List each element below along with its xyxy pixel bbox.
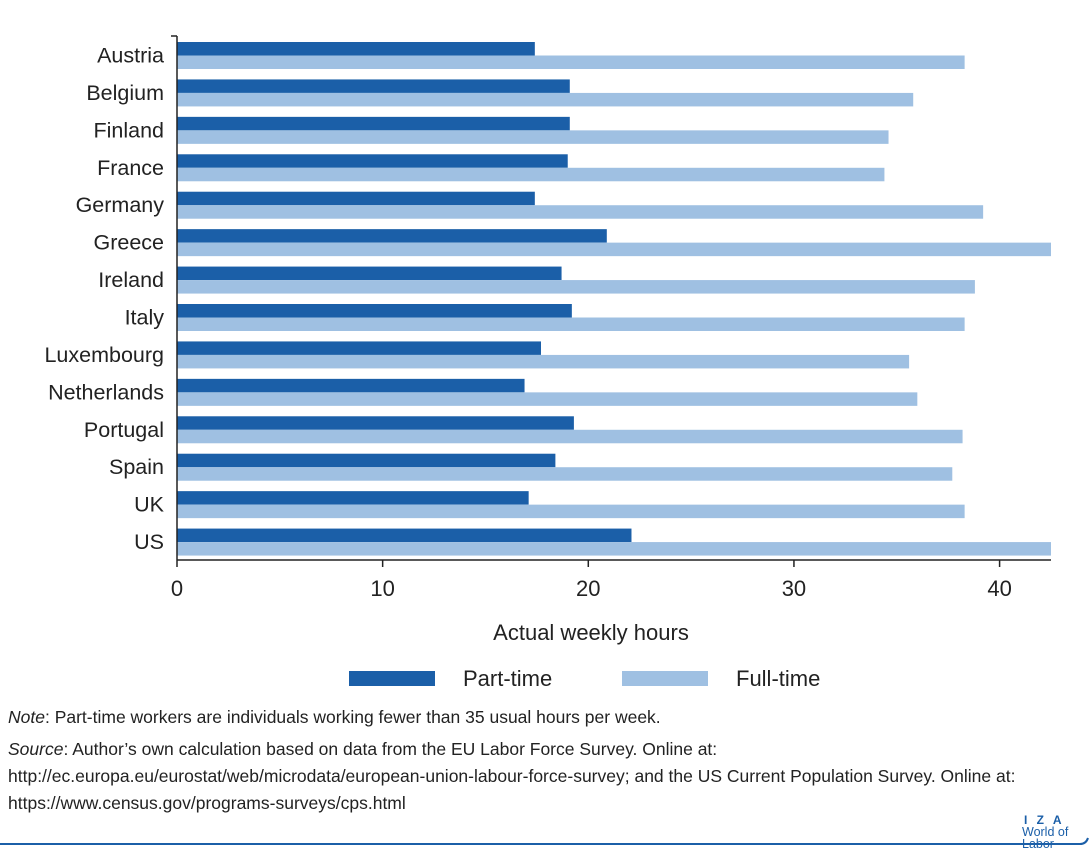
source-text: : Author’s own calculation based on data… bbox=[8, 739, 1016, 813]
category-label: Netherlands bbox=[48, 380, 164, 404]
bar-part-time-netherlands bbox=[177, 378, 525, 393]
bar-full-time-germany bbox=[177, 205, 984, 219]
note-label: Note bbox=[8, 707, 45, 727]
iza-world-of-labor-logo: I Z A World of Labor bbox=[1022, 814, 1089, 850]
bar-part-time-finland bbox=[177, 116, 570, 131]
logo-world-of-labor: World of Labor bbox=[1022, 825, 1069, 851]
legend-label: Full-time bbox=[736, 666, 820, 691]
bar-full-time-austria bbox=[177, 55, 965, 69]
legend-swatch-full-time bbox=[622, 671, 708, 686]
source-label: Source bbox=[8, 739, 64, 759]
category-label: Ireland bbox=[98, 268, 164, 292]
bar-full-time-ireland bbox=[177, 280, 975, 294]
bar-part-time-ireland bbox=[177, 266, 562, 281]
bar-part-time-spain bbox=[177, 453, 556, 468]
category-label: UK bbox=[134, 493, 165, 517]
bar-full-time-luxembourg bbox=[177, 354, 910, 369]
bar-part-time-greece bbox=[177, 229, 607, 243]
category-label: Germany bbox=[76, 193, 165, 217]
footer-rule bbox=[0, 843, 1028, 845]
logo-iza: I Z A bbox=[1024, 813, 1065, 827]
category-label: Austria bbox=[97, 44, 164, 68]
note: Note: Part-time workers are individuals … bbox=[8, 704, 1083, 731]
footer-curve bbox=[1020, 837, 1089, 845]
bar-full-time-france bbox=[177, 167, 885, 182]
legend-swatch-part-time bbox=[349, 671, 435, 686]
bar-full-time-netherlands bbox=[177, 392, 918, 406]
category-label: Finland bbox=[93, 118, 164, 142]
source: Source: Author’s own calculation based o… bbox=[8, 736, 1083, 817]
bar-part-time-uk bbox=[177, 491, 529, 505]
bar-full-time-finland bbox=[177, 130, 889, 144]
bar-full-time-belgium bbox=[177, 92, 914, 107]
bar-full-time-italy bbox=[177, 317, 965, 331]
bar-part-time-portugal bbox=[177, 416, 574, 430]
category-label: France bbox=[97, 156, 164, 180]
category-label: Italy bbox=[125, 306, 165, 330]
chart-notes: Note: Part-time workers are individuals … bbox=[8, 704, 1083, 822]
category-label: Spain bbox=[109, 455, 164, 479]
note-text: : Part-time workers are individuals work… bbox=[44, 707, 661, 727]
category-label: Luxembourg bbox=[44, 343, 164, 367]
x-tick-label: 10 bbox=[370, 576, 394, 601]
category-label: Belgium bbox=[86, 81, 164, 105]
x-axis-label: Actual weekly hours bbox=[493, 620, 689, 645]
bar-part-time-austria bbox=[177, 42, 535, 56]
bar-part-time-us bbox=[177, 528, 632, 543]
legend-label: Part-time bbox=[463, 666, 552, 691]
bar-part-time-luxembourg bbox=[177, 341, 541, 355]
bar-part-time-france bbox=[177, 154, 568, 168]
x-tick-label: 20 bbox=[576, 576, 600, 601]
category-label: Greece bbox=[93, 231, 164, 255]
bar-full-time-spain bbox=[177, 467, 953, 481]
bar-part-time-germany bbox=[177, 191, 535, 206]
x-tick-label: 30 bbox=[782, 576, 806, 601]
x-tick-label: 40 bbox=[987, 576, 1011, 601]
bar-full-time-us bbox=[177, 542, 1051, 556]
category-label: US bbox=[134, 530, 164, 554]
x-tick-label: 0 bbox=[171, 576, 183, 601]
category-label: Portugal bbox=[84, 418, 164, 442]
bar-part-time-belgium bbox=[177, 79, 570, 93]
bar-full-time-portugal bbox=[177, 429, 963, 444]
bar-part-time-italy bbox=[177, 304, 572, 318]
bar-full-time-uk bbox=[177, 504, 965, 519]
bar-full-time-greece bbox=[177, 242, 1051, 257]
bar-chart: Austria Belgium Finland France Germany Greece… bbox=[44, 35, 1051, 691]
